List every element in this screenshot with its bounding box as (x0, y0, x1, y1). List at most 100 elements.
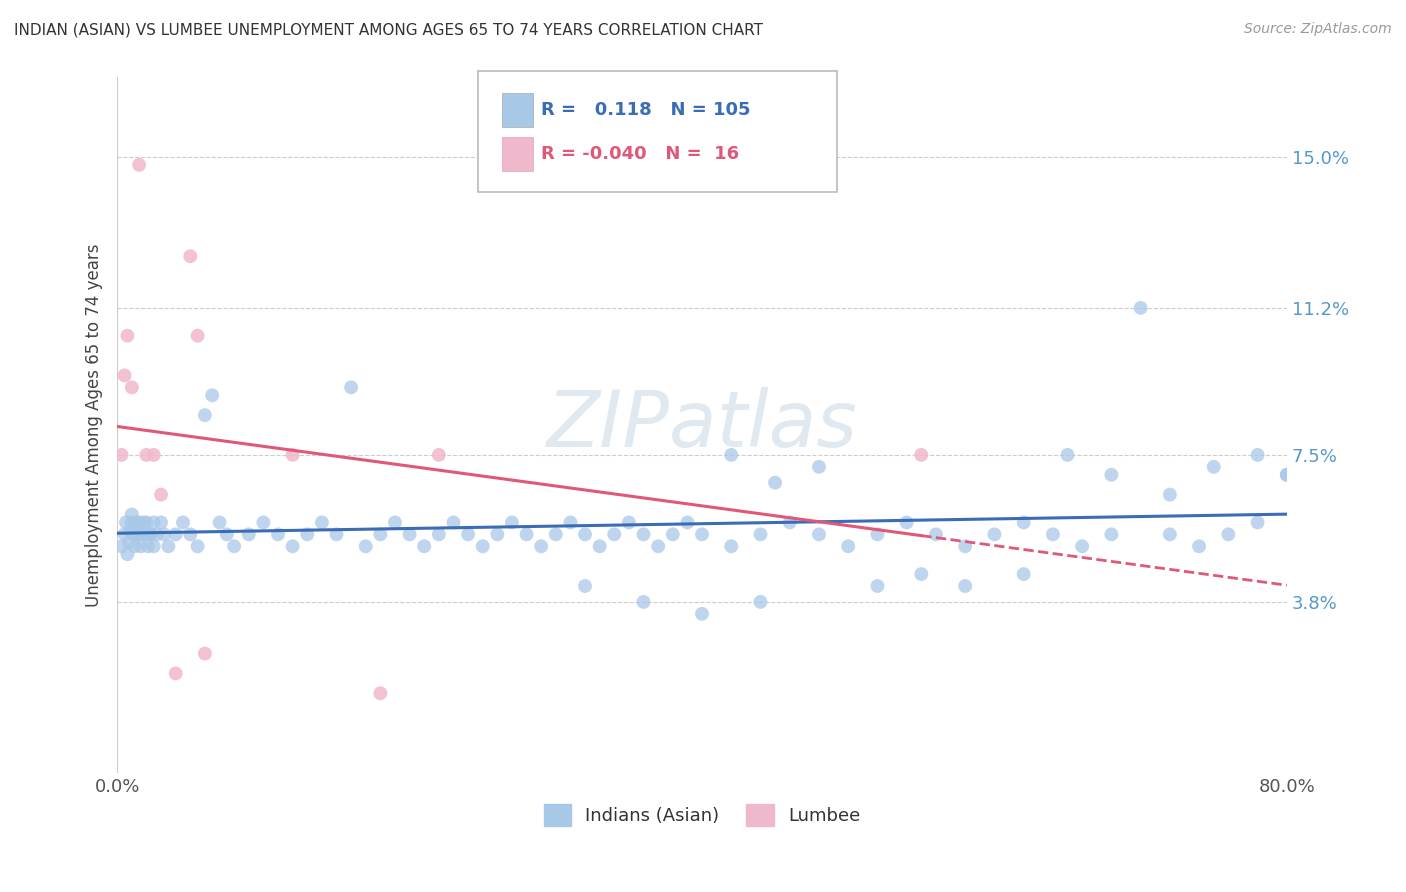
Point (560, 516, 582, 530)
Point (194, 647, 217, 661)
Text: Source: ZipAtlas.com: Source: ZipAtlas.com (1244, 22, 1392, 37)
Point (370, 686, 392, 700)
Point (807, 459, 830, 474)
Point (122, 527, 145, 541)
Point (837, 539, 859, 553)
Point (1042, 527, 1064, 541)
Point (370, 527, 392, 541)
Point (1012, 516, 1035, 530)
Point (297, 527, 319, 541)
Point (516, 527, 538, 541)
Point (866, 579, 889, 593)
Point (114, 527, 136, 541)
Point (574, 527, 596, 541)
Point (1188, 539, 1211, 553)
Point (238, 527, 260, 541)
Point (530, 539, 553, 553)
Point (779, 516, 801, 530)
Point (910, 448, 932, 462)
Legend: Indians (Asian), Lumbee: Indians (Asian), Lumbee (537, 797, 868, 833)
Point (690, 527, 713, 541)
Point (311, 516, 333, 530)
Point (128, 158, 150, 172)
Point (749, 527, 772, 541)
Point (471, 539, 494, 553)
Point (1246, 516, 1268, 530)
Point (121, 380, 143, 394)
Point (720, 448, 742, 462)
Point (1129, 301, 1152, 315)
Text: INDIAN (ASIAN) VS LUMBEE UNEMPLOYMENT AMONG AGES 65 TO 74 YEARS CORRELATION CHAR: INDIAN (ASIAN) VS LUMBEE UNEMPLOYMENT AM… (14, 22, 763, 37)
Point (135, 527, 157, 541)
Point (647, 539, 669, 553)
Point (589, 539, 612, 553)
Point (150, 516, 173, 530)
Point (1056, 448, 1078, 462)
Point (215, 527, 238, 541)
Point (1246, 448, 1268, 462)
Point (194, 408, 217, 422)
Point (129, 539, 152, 553)
Point (1218, 527, 1240, 541)
Point (1071, 539, 1094, 553)
Point (208, 516, 231, 530)
Point (749, 595, 772, 609)
Point (427, 448, 450, 462)
Point (953, 539, 976, 553)
Point (150, 488, 173, 502)
Point (925, 527, 948, 541)
Point (179, 249, 201, 263)
Point (127, 527, 149, 541)
Point (128, 516, 150, 530)
Point (486, 527, 509, 541)
Point (1159, 488, 1181, 502)
Point (121, 508, 143, 522)
Point (1159, 527, 1181, 541)
Point (187, 539, 209, 553)
Point (953, 579, 976, 593)
Point (201, 388, 224, 402)
Point (325, 527, 347, 541)
Point (135, 448, 157, 462)
Point (807, 527, 830, 541)
Point (110, 539, 132, 553)
Point (281, 539, 304, 553)
Point (676, 516, 699, 530)
Point (224, 539, 246, 553)
Point (720, 539, 742, 553)
Point (501, 516, 523, 530)
Point (690, 607, 713, 621)
Text: R = -0.040   N =  16: R = -0.040 N = 16 (541, 145, 740, 163)
Point (398, 527, 420, 541)
Point (1012, 567, 1035, 582)
Point (267, 527, 290, 541)
Point (115, 516, 138, 530)
Point (633, 527, 655, 541)
Point (142, 516, 165, 530)
Point (340, 380, 363, 394)
Point (125, 516, 148, 530)
Point (136, 539, 159, 553)
Point (131, 527, 153, 541)
Point (443, 516, 465, 530)
Point (617, 516, 640, 530)
Text: R =   0.118   N = 105: R = 0.118 N = 105 (541, 101, 751, 119)
Point (142, 448, 165, 462)
Point (384, 516, 406, 530)
Point (544, 527, 567, 541)
Point (142, 539, 165, 553)
Point (145, 527, 167, 541)
Point (866, 527, 889, 541)
Point (117, 328, 139, 343)
Point (172, 516, 194, 530)
Point (138, 527, 160, 541)
Point (896, 516, 918, 530)
Point (128, 527, 150, 541)
Point (118, 535, 141, 549)
Point (135, 516, 157, 530)
Point (1202, 459, 1225, 474)
Point (354, 539, 377, 553)
Point (633, 595, 655, 609)
Point (139, 527, 162, 541)
Point (1099, 467, 1122, 482)
